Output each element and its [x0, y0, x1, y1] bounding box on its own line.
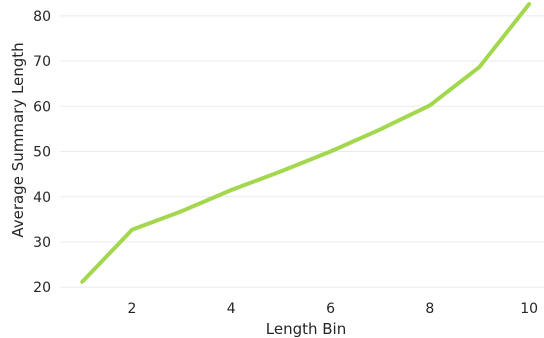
x-tick-label: 6 [326, 301, 335, 317]
y-tick-label: 40 [33, 190, 51, 206]
y-tick-label: 60 [33, 99, 51, 115]
gridlines [60, 15, 544, 288]
y-tick-label: 70 [33, 54, 51, 70]
y-axis-label: Average Summary Length [9, 42, 27, 237]
series-line-1 [80, 2, 532, 284]
x-tick-label: 10 [520, 301, 538, 317]
y-axis-ticks: 20 30 40 50 60 70 80 [33, 9, 51, 296]
y-tick-label: 30 [33, 235, 51, 251]
x-axis-label: Length Bin [266, 320, 346, 338]
y-tick-label: 20 [33, 280, 51, 296]
x-tick-label: 2 [128, 301, 137, 317]
series-group [80, 2, 532, 284]
y-tick-label: 50 [33, 145, 51, 161]
y-tick-label: 80 [33, 9, 51, 25]
x-tick-label: 8 [425, 301, 434, 317]
x-axis-ticks: 2 4 6 8 10 [128, 301, 539, 317]
x-tick-label: 4 [227, 301, 236, 317]
